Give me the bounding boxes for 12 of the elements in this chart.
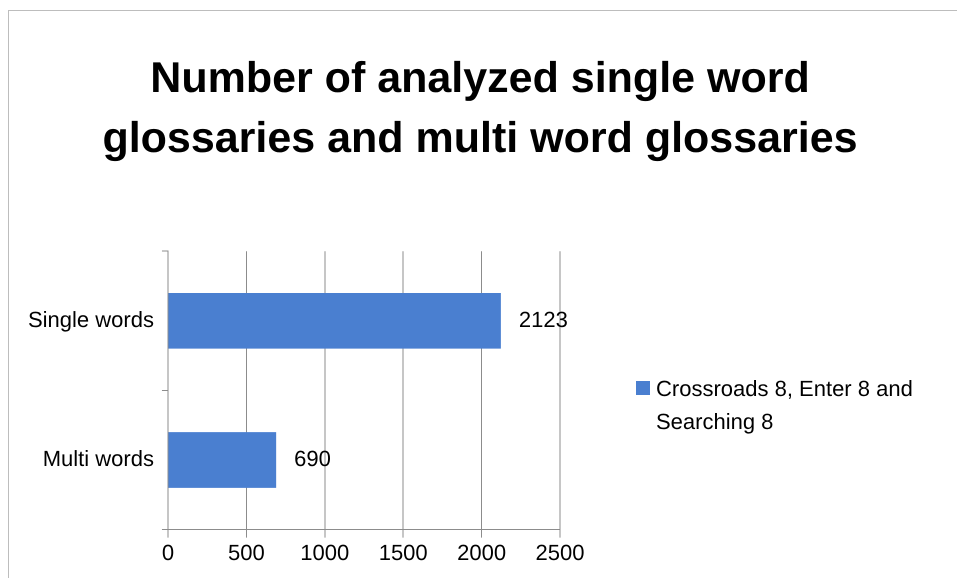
y-tick-label: Single words bbox=[28, 306, 154, 332]
data-label: 690 bbox=[294, 446, 331, 472]
x-tick-label: 0 bbox=[162, 540, 174, 565]
x-tick-label: 2500 bbox=[536, 540, 584, 565]
data-label: 2123 bbox=[518, 306, 568, 332]
y-tick-label: Multi words bbox=[42, 446, 154, 472]
x-tick-label: 1500 bbox=[378, 540, 428, 565]
x-tick-label: 500 bbox=[228, 540, 265, 565]
chart-title: Number of analyzed single word glossaries and multi word glossaries bbox=[101, 53, 859, 164]
legend-label: Crossroads 8, Enter 8 and Searching 8 bbox=[656, 375, 914, 436]
x-tick-label: 1000 bbox=[300, 540, 350, 565]
x-tick-label: 2000 bbox=[457, 540, 506, 565]
